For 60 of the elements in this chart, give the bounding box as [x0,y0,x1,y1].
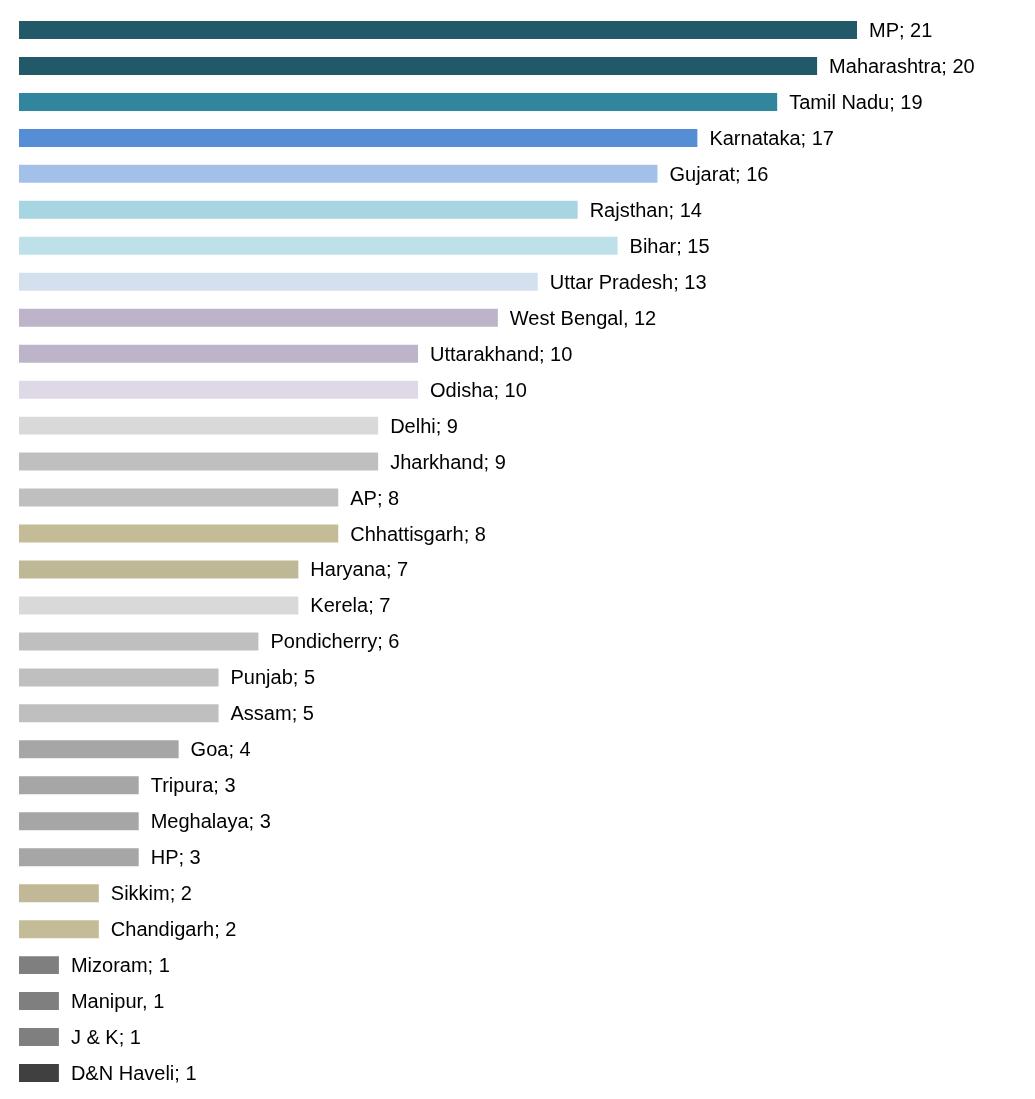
bar [19,596,299,615]
bar [19,992,59,1011]
bar [19,776,139,795]
bar [19,308,498,327]
bar [19,380,419,399]
data-label: Assam; 5 [230,702,314,725]
data-label: Chandigarh; 2 [110,918,237,941]
data-label: Manipur, 1 [70,990,165,1013]
data-label: Uttar Pradesh; 13 [549,270,707,293]
data-label: Pondicherry; 6 [270,630,400,653]
bar [19,920,99,939]
data-label: Sikkim; 2 [110,882,192,905]
data-label: Karnataka; 17 [709,126,834,149]
data-label: Tamil Nadu; 19 [789,90,923,113]
bar [19,128,698,147]
bar [19,200,578,219]
data-label: J & K; 1 [70,1026,141,1049]
bar [19,848,139,867]
bar [19,272,538,291]
bar [19,524,339,543]
data-label: Meghalaya; 3 [150,810,271,833]
data-label: D&N Haveli; 1 [70,1062,197,1085]
bar [19,884,99,903]
bar [19,704,219,723]
bar [19,20,857,39]
data-label: Chhattisgarh; 8 [350,522,486,545]
bar [19,344,419,363]
data-label: Maharashtra; 20 [829,54,975,77]
bar [19,668,219,687]
data-label: Haryana; 7 [310,558,409,581]
data-label: Uttarakhand; 10 [430,342,573,365]
data-label: Gujarat; 16 [669,162,769,185]
data-label: Delhi; 9 [390,414,458,437]
bar [19,488,339,507]
data-label: Bihar; 15 [629,234,710,257]
data-label: West Bengal, 12 [509,306,657,329]
data-label: Odisha; 10 [430,378,527,401]
data-label: Punjab; 5 [230,666,316,689]
bar [19,1064,59,1083]
bar [19,1028,59,1047]
bar [19,164,658,183]
data-label: Goa; 4 [190,738,251,761]
data-label: AP; 8 [350,486,400,509]
data-label: HP; 3 [150,846,201,869]
bar [19,56,818,75]
data-label: MP; 21 [869,18,933,41]
bar [19,416,379,435]
data-label: Mizoram; 1 [70,954,170,977]
data-label: Jharkhand; 9 [390,450,506,473]
bar [19,740,179,759]
bar [19,632,259,651]
bar [19,812,139,831]
bar [19,236,618,255]
bar [19,560,299,579]
bar [19,92,778,111]
bar [19,956,59,975]
bar [19,452,379,471]
data-label: Rajsthan; 14 [589,198,702,221]
data-label: Kerela; 7 [310,594,391,617]
data-label: Tripura; 3 [150,774,236,797]
